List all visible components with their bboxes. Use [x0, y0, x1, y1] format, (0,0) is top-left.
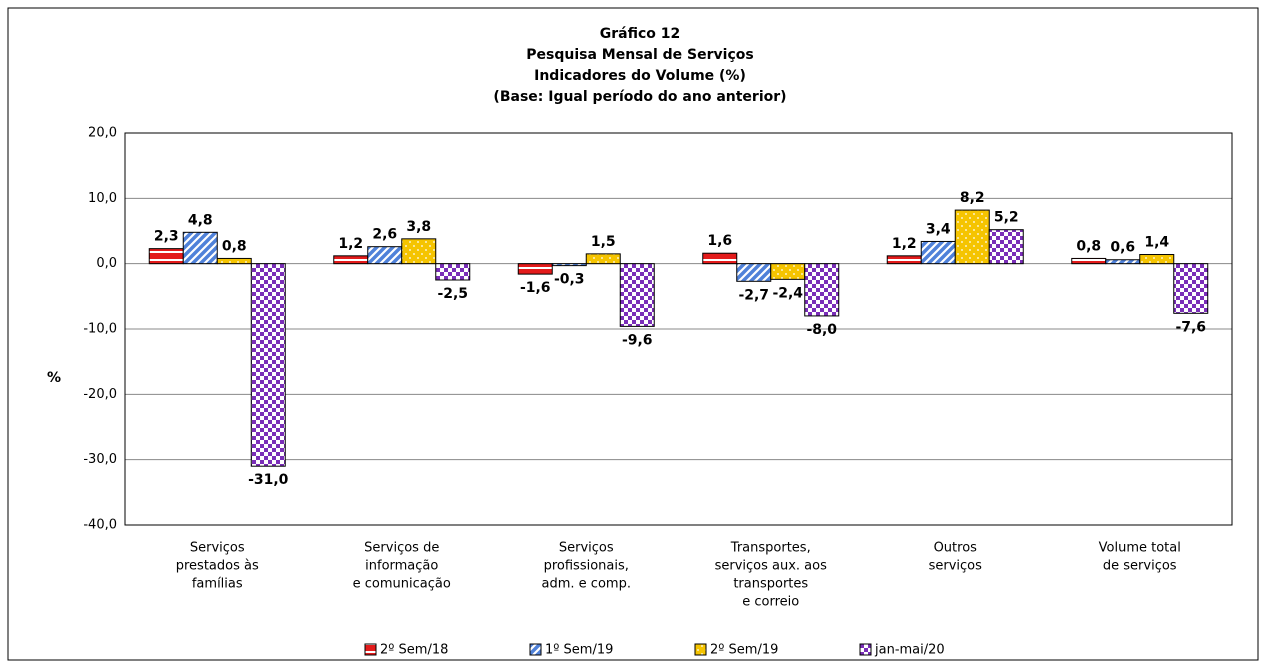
legend-swatch	[364, 643, 377, 656]
bar	[954, 209, 990, 265]
bar	[517, 263, 553, 275]
value-label: 4,8	[188, 212, 213, 228]
value-label: 2,3	[154, 229, 179, 245]
bar	[148, 248, 184, 265]
bar	[551, 263, 587, 267]
bar	[333, 255, 369, 265]
value-label: 8,2	[960, 190, 985, 206]
chart-title: Pesquisa Mensal de Serviços	[526, 47, 753, 63]
legend-label: jan-mai/20	[874, 643, 945, 658]
y-tick-label: -10,0	[83, 322, 117, 337]
value-label: -31,0	[248, 472, 289, 488]
value-label: 0,8	[1076, 238, 1101, 254]
value-label: 0,6	[1110, 240, 1135, 256]
bar	[770, 263, 806, 280]
bar	[988, 229, 1024, 265]
y-tick-label: -30,0	[83, 452, 117, 467]
value-label: 1,6	[707, 233, 732, 249]
value-label: -9,6	[622, 332, 653, 348]
bar	[736, 263, 772, 282]
x-tick-label: prestados às	[176, 559, 259, 574]
x-tick-label: Outros	[934, 541, 978, 556]
x-tick-label: e comunicação	[353, 577, 451, 592]
bar	[585, 253, 621, 265]
legend-label: 1º Sem/19	[545, 643, 613, 658]
x-tick-label: Volume total	[1099, 541, 1181, 556]
bar	[920, 240, 956, 265]
value-label: -2,7	[738, 287, 769, 303]
x-tick-label: Transportes,	[730, 541, 811, 556]
x-tick-label: profissionais,	[544, 559, 629, 574]
bar	[435, 263, 471, 281]
x-tick-label: Serviços	[190, 541, 245, 556]
value-label: 5,2	[994, 210, 1019, 226]
x-tick-label: famílias	[192, 577, 243, 592]
value-label: -2,4	[772, 285, 803, 301]
bar	[367, 246, 403, 265]
value-label: -1,6	[520, 280, 551, 296]
bar	[886, 255, 922, 265]
x-tick-label: transportes	[733, 577, 808, 592]
bar	[250, 263, 286, 467]
legend-swatch	[859, 643, 872, 656]
bar	[1139, 254, 1175, 265]
value-label: 1,5	[591, 234, 616, 250]
y-tick-label: 10,0	[88, 191, 117, 206]
value-label: -7,6	[1175, 319, 1206, 335]
chart-title: Indicadores do Volume (%)	[534, 68, 746, 84]
chart-title: Gráfico 12	[600, 26, 681, 42]
x-tick-label: Serviços de	[364, 541, 439, 556]
x-tick-label: serviços	[929, 559, 983, 574]
y-tick-label: -20,0	[83, 387, 117, 402]
bar	[1173, 263, 1209, 314]
y-axis-label: %	[47, 370, 61, 386]
value-label: -2,5	[437, 286, 468, 302]
chart-title: (Base: Igual período do ano anterior)	[493, 89, 786, 105]
bar	[702, 252, 738, 265]
bar	[619, 263, 655, 327]
value-label: 3,4	[926, 221, 951, 237]
value-label: -8,0	[806, 322, 837, 338]
value-label: 3,8	[406, 219, 431, 235]
bar	[401, 238, 437, 265]
x-tick-label: de serviços	[1103, 559, 1177, 574]
y-tick-label: 0,0	[96, 256, 117, 271]
value-label: 1,2	[338, 236, 363, 252]
value-label: 0,8	[222, 238, 247, 254]
x-tick-label: informação	[365, 559, 438, 574]
legend-label: 2º Sem/18	[380, 643, 448, 658]
chart-frame	[7, 7, 1259, 661]
x-tick-label: serviços aux. aos	[715, 559, 828, 574]
legend-swatch	[694, 643, 707, 656]
x-tick-label: Serviços	[559, 541, 614, 556]
legend-label: 2º Sem/19	[710, 643, 778, 658]
plot-area	[124, 132, 1233, 526]
bar	[1105, 259, 1141, 265]
y-tick-label: -40,0	[83, 518, 117, 533]
bar	[182, 231, 218, 265]
value-label: 1,2	[892, 236, 917, 252]
bar	[1071, 257, 1107, 265]
bar	[804, 263, 840, 317]
x-tick-label: adm. e comp.	[542, 577, 631, 592]
y-tick-label: 20,0	[88, 126, 117, 141]
value-label: -0,3	[554, 272, 585, 288]
legend-swatch	[529, 643, 542, 656]
x-tick-label: e correio	[742, 595, 799, 610]
bar	[216, 257, 252, 265]
value-label: 1,4	[1144, 235, 1169, 251]
value-label: 2,6	[372, 227, 397, 243]
